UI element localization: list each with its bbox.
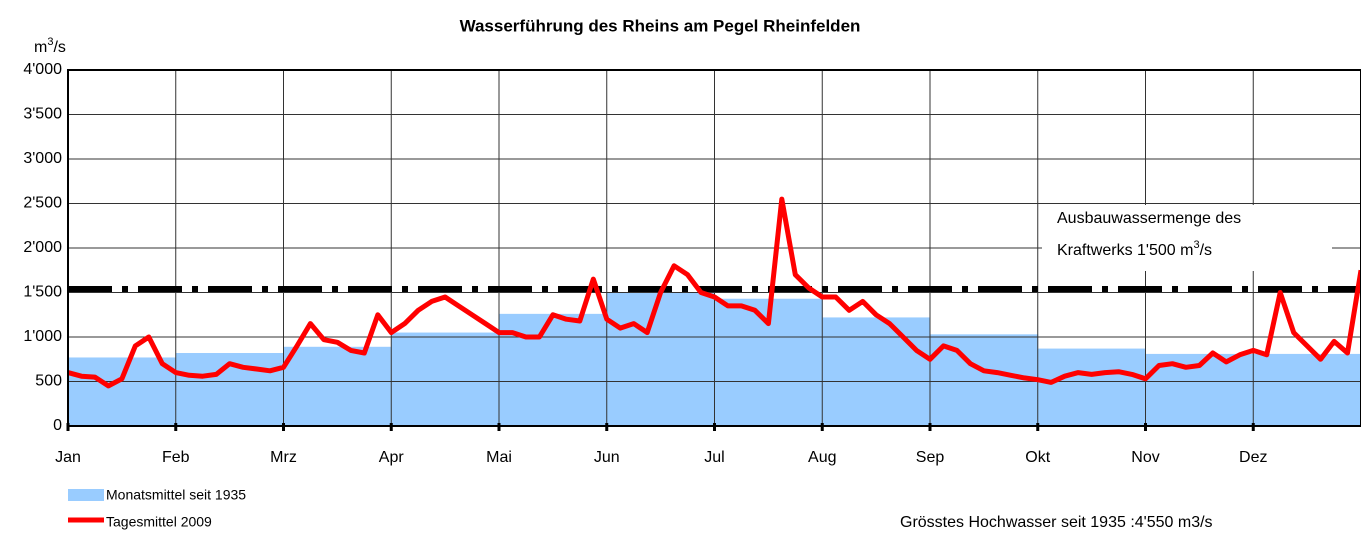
annotation-rest: /s [1200, 242, 1212, 259]
x-tick-label: Jan [55, 449, 81, 466]
month-bar [822, 317, 931, 426]
annotation-text: Kraftwerks 1'500 m [1057, 242, 1193, 259]
daily-line [67, 196, 1361, 389]
month-bar [68, 357, 177, 426]
x-tick-label: Jul [704, 449, 724, 466]
footnote: Grösstes Hochwasser seit 1935 :4'550 m3/… [900, 514, 1213, 531]
month-bar [606, 292, 715, 426]
legend-label: Tagesmittel 2009 [106, 514, 212, 530]
y-tick-label: 2'000 [23, 239, 62, 256]
x-tick-label: Aug [808, 449, 836, 466]
annotation-box [1042, 205, 1332, 271]
x-tick-label: Jun [594, 449, 620, 466]
x-tick-label: Okt [1025, 449, 1050, 466]
legend-swatch [68, 489, 104, 501]
annotation-line: Ausbauwassermenge des [1057, 210, 1241, 227]
x-tick-label: Apr [379, 449, 405, 466]
y-unit-sup: 3 [47, 36, 53, 48]
y-tick-label: 4'000 [23, 61, 62, 78]
month-bar [499, 313, 608, 426]
month-bar [1253, 353, 1361, 426]
x-tick-label: Feb [162, 449, 190, 466]
chart-title: Wasserführung des Rheins am Pegel Rheinf… [460, 16, 861, 35]
plot-frame [67, 69, 1361, 427]
month-bar [391, 332, 500, 426]
annotation-sup: 3 [1193, 239, 1199, 251]
legend-label: Monatsmittel seit 1935 [106, 487, 246, 503]
y-tick-label: 1'000 [23, 328, 62, 345]
x-tick-label: Mrz [270, 449, 297, 466]
x-tick-label: Mai [486, 449, 512, 466]
y-tick-label: 3'500 [23, 106, 62, 123]
annotation-line: Kraftwerks 1'500 m3/s [1057, 239, 1212, 259]
y-tick-label: 0 [53, 417, 62, 434]
x-tick-label: Sep [916, 449, 945, 466]
y-tick-label: 3'000 [23, 150, 62, 167]
y-unit-base: m [34, 39, 47, 56]
month-bar [1037, 348, 1146, 426]
x-tick-label: Dez [1239, 449, 1267, 466]
y-unit: m3/s [34, 36, 66, 56]
x-tick-label: Nov [1131, 449, 1159, 466]
y-unit-rest: /s [53, 39, 65, 56]
y-tick-label: 500 [35, 373, 62, 390]
month-bar [283, 346, 392, 426]
y-tick-label: 1'500 [23, 284, 62, 301]
y-tick-label: 2'500 [23, 195, 62, 212]
